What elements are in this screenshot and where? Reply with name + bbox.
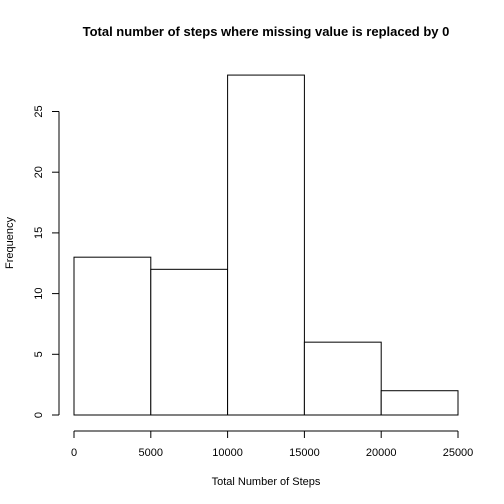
x-tick-label-1: 5000 [139,447,163,459]
histogram-bar-1 [73,256,152,416]
chart-title: Total number of steps where missing valu… [83,24,450,39]
y-axis-label: Frequency [4,217,16,269]
x-tick-label-4: 20000 [366,447,397,459]
y-tick-label-0: 0 [33,412,45,418]
y-tick-label-3: 15 [33,227,45,239]
y-tick-label-4: 20 [33,166,45,178]
histogram-bar-2 [150,268,229,416]
x-tick-label-3: 15000 [289,447,320,459]
y-axis: 0 5 10 15 20 25 [33,105,60,418]
x-tick-label-2: 10000 [212,447,243,459]
histogram-bar-5 [380,390,459,416]
histogram-bar-4 [303,341,382,416]
y-tick-label-5: 25 [33,105,45,117]
y-tick-label-2: 10 [33,287,45,299]
x-axis: 0 5000 10000 15000 20000 25000 [71,430,474,459]
x-tick-label-0: 0 [71,447,77,459]
x-axis-label: Total Number of Steps [212,476,321,488]
bars-group [73,74,459,416]
x-tick-label-5: 25000 [443,447,474,459]
y-tick-label-1: 5 [33,351,45,357]
histogram-bar-3 [227,74,305,416]
